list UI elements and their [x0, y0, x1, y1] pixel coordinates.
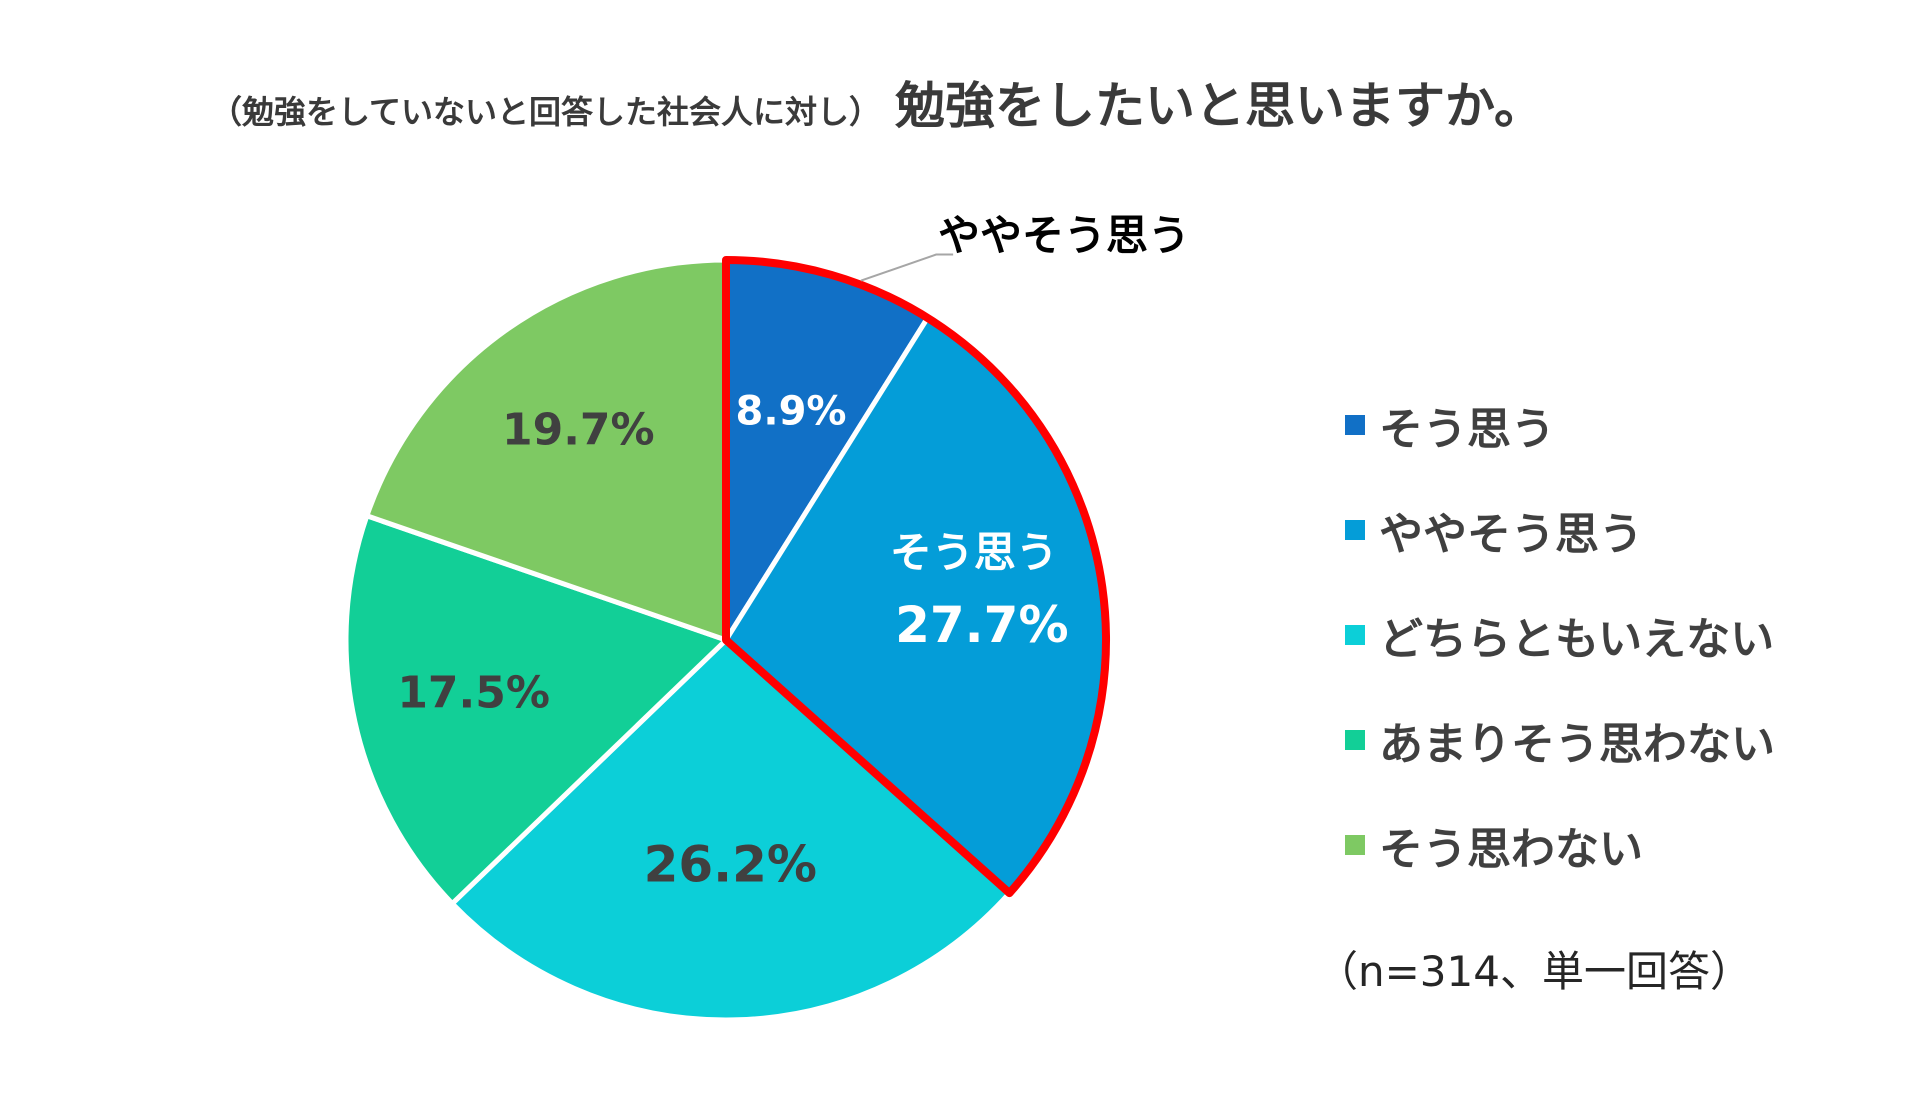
- pie-slice-5: [364, 257, 729, 643]
- chart-title-prefix: （勉強をしていないと回答した社会人に対し）: [210, 93, 882, 131]
- value-label-2: 27.7%: [895, 596, 1068, 654]
- legend-item-5: そう思わない: [1345, 792, 1775, 897]
- legend-label: あまりそう思わない: [1379, 718, 1775, 770]
- legend-swatch-icon: [1345, 834, 1365, 855]
- legend: そう思うややそう思うどちらともいえない あまりそう思わない そう思わない: [1345, 372, 1775, 897]
- value-label-3: 26.2%: [644, 835, 817, 893]
- chart-title: （勉強をしていないと回答した社会人に対し） 勉強をしたいと思いますか。: [210, 66, 1544, 138]
- legend-item-1: そう思う: [1345, 372, 1775, 477]
- legend-item-4: あまりそう思わない: [1345, 687, 1775, 792]
- legend-item-3: どちらともいえない: [1345, 582, 1775, 687]
- legend-item-2: ややそう思う: [1345, 477, 1775, 582]
- callout-label: ややそう思う: [938, 211, 1191, 260]
- legend-swatch-icon: [1345, 729, 1365, 750]
- sample-note: （n=314、単一回答）: [1316, 947, 1752, 996]
- callout-leader-line: [860, 253, 954, 282]
- value-label-4: 17.5%: [397, 668, 550, 719]
- pie-slice-3: [449, 637, 1012, 1023]
- pie-slice-4: [343, 513, 729, 907]
- legend-label: そう思わない: [1379, 823, 1643, 875]
- value-label-1: 8.9%: [736, 389, 847, 435]
- legend-swatch-icon: [1345, 624, 1365, 645]
- chart-title-main: 勉強をしたいと思いますか。: [895, 77, 1545, 135]
- slice-category-label: そう思う: [890, 528, 1058, 577]
- legend-label: ややそう思う: [1379, 508, 1643, 560]
- legend-swatch-icon: [1345, 414, 1365, 435]
- legend-label: どちらともいえない: [1379, 613, 1775, 665]
- highlight-outline: [722, 256, 1110, 898]
- legend-label: そう思う: [1379, 403, 1555, 455]
- value-label-5: 19.7%: [502, 405, 655, 456]
- legend-swatch-icon: [1345, 519, 1365, 540]
